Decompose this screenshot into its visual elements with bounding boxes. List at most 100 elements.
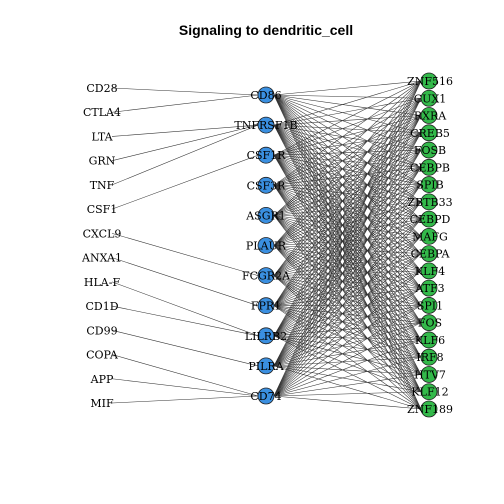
target-node-fos xyxy=(420,314,438,332)
edge-csf1r-spib xyxy=(273,154,422,185)
ligand-label-tnf: TNF xyxy=(90,179,115,192)
ligand-label-ctla4: CTLA4 xyxy=(83,106,121,119)
target-node-cebpb xyxy=(420,158,438,176)
target-label-cebpd: CEBPD xyxy=(410,213,451,226)
edge-pilra-htv7 xyxy=(273,365,422,375)
receptor-node-plaur xyxy=(257,237,275,254)
edge-mif-cd74 xyxy=(111,395,259,404)
edge-pilra-klf4 xyxy=(273,270,422,367)
edge-cd99-pilra xyxy=(111,330,259,367)
edge-lilrb2-cebpa xyxy=(273,253,422,337)
edge-cd74-klf12 xyxy=(273,391,422,397)
receptor-node-cd74 xyxy=(257,387,275,405)
edge-asgr1-znf516 xyxy=(273,80,422,216)
ligand-label-cxcl9: CXCL9 xyxy=(83,227,122,240)
target-node-htv7 xyxy=(420,366,438,383)
edge-fpr1-fos xyxy=(273,305,422,323)
target-node-znf516 xyxy=(420,72,438,90)
edge-csf1r-znf516 xyxy=(273,80,422,156)
target-label-spi1: SPI1 xyxy=(417,299,443,312)
edge-cd74-cebpb xyxy=(273,167,422,397)
edge-pilra-cebpb xyxy=(273,167,422,367)
edge-fpr1-cebpa xyxy=(273,253,422,306)
edge-fpr1-cux1 xyxy=(273,98,422,306)
edge-fpr1-klf6 xyxy=(273,305,422,341)
edge-grn-tnfrsf1b xyxy=(111,124,259,161)
edge-pilra-klf12 xyxy=(273,365,422,393)
target-node-cux1 xyxy=(420,89,438,107)
target-nodes xyxy=(420,72,438,418)
edge-plaur-znf516 xyxy=(273,80,422,246)
edge-cd74-rxra xyxy=(273,115,422,397)
ligand-label-lta: LTA xyxy=(91,130,113,143)
edge-cd86-creb5 xyxy=(273,94,422,134)
edge-copa-cd74 xyxy=(111,354,259,397)
target-label-zbtb33: ZBTB33 xyxy=(407,196,452,209)
edge-tnfrsf1b-cebpb xyxy=(273,124,422,168)
target-label-irf8: IRF8 xyxy=(416,351,443,364)
ligand-labels: CD28 CTLA4 LTA GRN TNF CSF1 CXCL9 ANXA1 HLA-F CD1… xyxy=(81,82,122,410)
edge-fpr1-spib xyxy=(273,184,422,306)
edge-pilra-fosb xyxy=(273,149,422,367)
target-node-atf3 xyxy=(420,279,438,297)
edge-fcgr2a-fosb xyxy=(273,149,422,276)
target-node-spi1 xyxy=(420,297,438,314)
ligand-label-copa: COPA xyxy=(86,349,119,362)
ligand-label-csf1: CSF1 xyxy=(87,203,118,216)
edge-pilra-zbtb33 xyxy=(273,201,422,367)
edge-asgr1-fosb xyxy=(273,149,422,216)
edge-lilrb2-znf189 xyxy=(273,335,422,410)
edge-tnfrsf1b-znf516 xyxy=(273,80,422,126)
ligand-label-app: APP xyxy=(90,373,114,386)
target-node-rxra xyxy=(420,107,438,124)
edge-tnfrsf1b-rxra xyxy=(273,115,422,126)
edge-pilra-atf3 xyxy=(273,287,422,367)
edge-fpr1-rxra xyxy=(273,115,422,306)
edge-csf1r-fosb xyxy=(273,149,422,156)
edge-plaur-rxra xyxy=(273,115,422,246)
edge-asgr1-creb5 xyxy=(273,132,422,216)
receptor-node-csf1r xyxy=(257,146,275,164)
edge-fpr1-htv7 xyxy=(273,305,422,375)
edge-pilra-fos xyxy=(273,322,422,367)
ligand-label-cd28: CD28 xyxy=(86,82,117,95)
target-label-mafg: MAFG xyxy=(412,230,448,243)
edge-cd86-cebpb xyxy=(273,94,422,168)
ligand-label-anxa1: ANXA1 xyxy=(81,252,122,265)
target-node-znf189 xyxy=(420,400,438,418)
receptor-label-fcgr2a: FCGR2A xyxy=(242,270,291,283)
receptor-label-plaur: PLAUR xyxy=(246,240,287,253)
edge-cd86-spib xyxy=(273,94,422,185)
edge-cd74-htv7 xyxy=(273,374,422,397)
edge-pilra-cux1 xyxy=(273,98,422,367)
ligand-label-cd1d: CD1D xyxy=(85,300,118,313)
edge-lilrb2-cebpd xyxy=(273,218,422,337)
edge-cd74-znf189 xyxy=(273,395,422,410)
edge-fpr1-atf3 xyxy=(273,287,422,306)
target-label-fos: FOS xyxy=(418,317,442,330)
target-label-cebpb: CEBPB xyxy=(410,161,450,174)
edge-csf1r-cux1 xyxy=(273,98,422,156)
edge-lilrb2-spi1 xyxy=(273,305,422,337)
target-label-cebpa: CEBPA xyxy=(411,248,451,261)
edge-csf3r-cux1 xyxy=(273,98,422,186)
target-node-irf8 xyxy=(420,348,438,366)
receptor-node-cd86 xyxy=(257,86,275,104)
receptor-label-pilra: PILRA xyxy=(248,360,284,373)
target-label-znf189: ZNF189 xyxy=(407,403,453,416)
edge-tnf-tnfrsf1b xyxy=(111,124,259,186)
edge-lilrb2-spib xyxy=(273,184,422,336)
receptor-label-lilrb2: LILRB2 xyxy=(245,330,287,343)
edge-lilrb2-atf3 xyxy=(273,287,422,337)
receptor-node-csf3r xyxy=(257,176,275,194)
edge-lilrb2-htv7 xyxy=(273,335,422,375)
target-label-klf4: KLF4 xyxy=(415,265,445,278)
edge-csf3r-creb5 xyxy=(273,132,422,186)
edge-cd28-cd86 xyxy=(111,87,259,96)
edge-fpr1-cebpb xyxy=(273,167,422,306)
edge-cd74-cebpa xyxy=(273,253,422,397)
receptor-label-cd74: CD74 xyxy=(250,390,281,403)
receptor-node-fpr1 xyxy=(257,297,275,315)
target-label-atf3: ATF3 xyxy=(414,282,444,295)
edge-cd74-cebpd xyxy=(273,218,422,397)
